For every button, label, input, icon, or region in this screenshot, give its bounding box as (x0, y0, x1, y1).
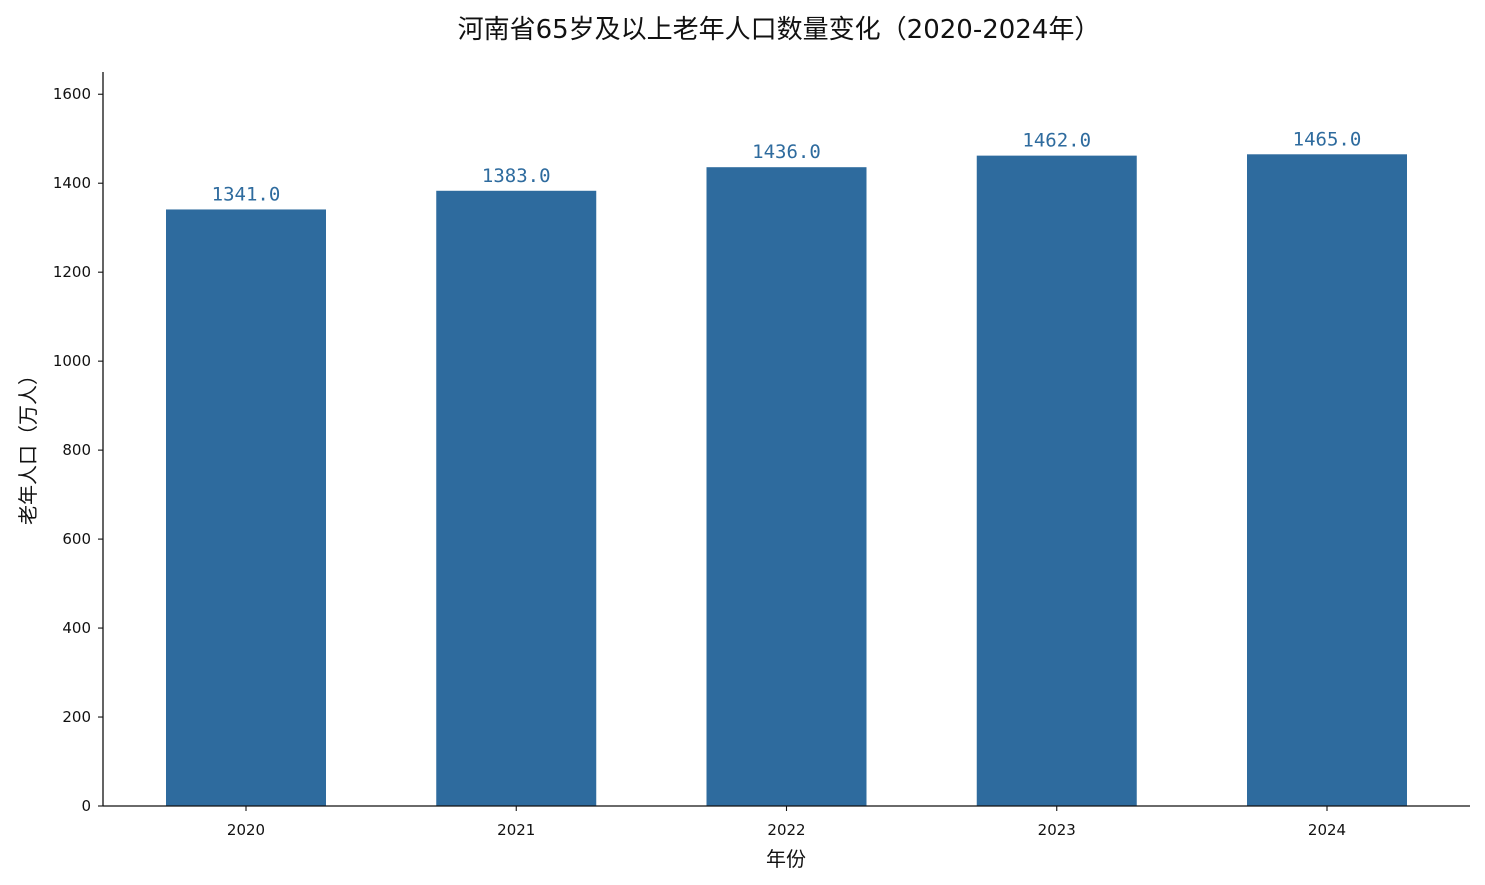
y-tick-label-1000: 1000 (53, 352, 91, 370)
chart-title: 河南省65岁及以上老年人口数量变化（2020-2024年） (458, 15, 1101, 45)
x-tick-label-2021: 2021 (497, 821, 535, 839)
y-tick-label-0: 0 (81, 797, 91, 815)
bar-2024 (1247, 154, 1407, 806)
x-tick-label-2023: 2023 (1038, 821, 1076, 839)
data-label-2020: 1341.0 (212, 183, 281, 205)
data-labels-group: 1341.0 1383.0 1436.0 1462.0 1465.0 (212, 128, 1362, 205)
x-tick-label-2024: 2024 (1308, 821, 1346, 839)
y-tick-label-1600: 1600 (53, 85, 91, 103)
data-label-2021: 1383.0 (482, 165, 551, 187)
bars-group (166, 154, 1407, 807)
x-tick-label-2022: 2022 (767, 821, 805, 839)
x-tick-label-2020: 2020 (227, 821, 265, 839)
bar-2023 (976, 155, 1137, 806)
data-label-2023: 1462.0 (1022, 130, 1091, 152)
bar-2021 (436, 190, 597, 807)
y-tick-label-600: 600 (62, 530, 91, 548)
y-axis-label: 老年人口（万人） (16, 365, 40, 525)
y-axis-ticks: 0 200 400 600 800 1000 1200 1400 1600 (53, 85, 103, 815)
y-tick-label-1200: 1200 (53, 263, 91, 281)
bar-2020 (166, 209, 326, 806)
data-label-2022: 1436.0 (752, 141, 821, 163)
bar-2022 (706, 167, 867, 806)
x-axis-ticks: 2020 2021 2022 2023 2024 (227, 806, 1346, 839)
data-label-2024: 1465.0 (1293, 128, 1362, 150)
y-tick-label-400: 400 (62, 619, 91, 637)
y-tick-label-200: 200 (62, 708, 91, 726)
x-axis-label: 年份 (766, 847, 806, 871)
y-tick-label-1400: 1400 (53, 174, 91, 192)
y-tick-label-800: 800 (62, 441, 91, 459)
